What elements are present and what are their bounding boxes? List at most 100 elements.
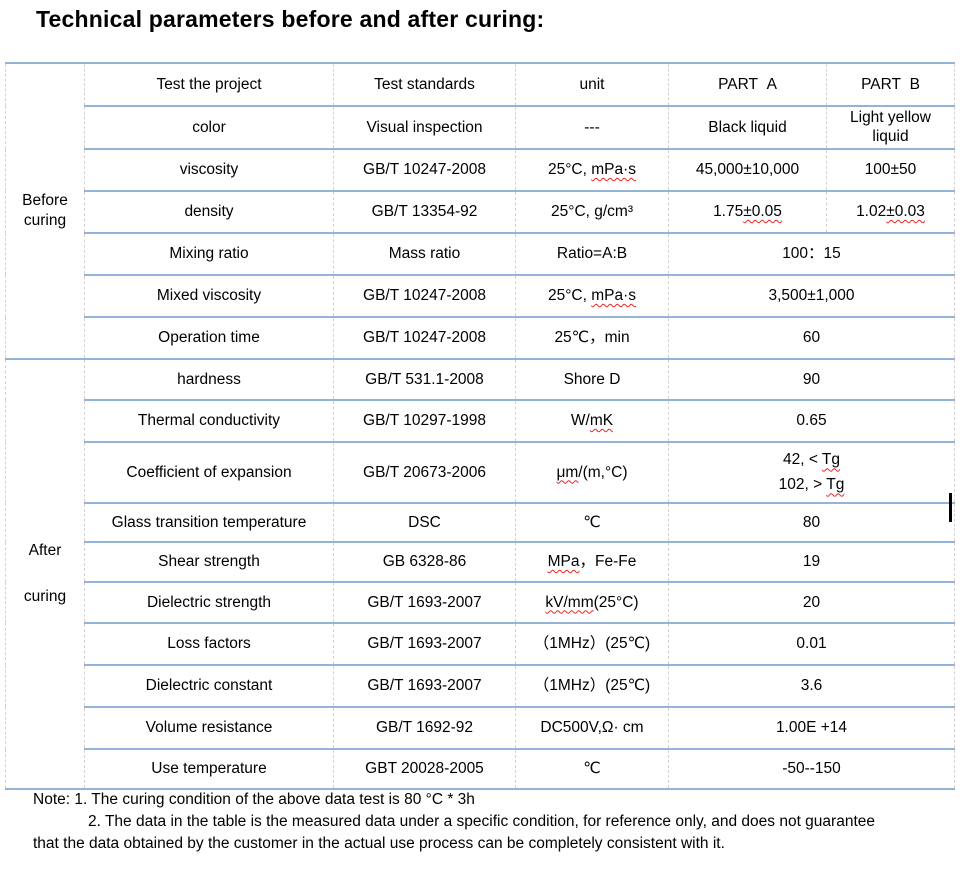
cell-unit: DC500V,Ω· cm (515, 705, 669, 749)
cell-test-project: Coefficient of expansion (84, 440, 334, 503)
cell-test-project: Volume resistance (84, 705, 334, 749)
cell-test-project: color (84, 105, 334, 149)
cell-merged-value: 20 (668, 580, 955, 623)
cell-merged-value: 90 (668, 357, 955, 400)
cell-merged-value: 3,500±1,000 (668, 273, 955, 317)
table-row: Glass transition temperature DSC ℃ 80 (6, 501, 955, 542)
cell-test-standard: GB/T 10297-1998 (333, 398, 516, 442)
cell-test-standard: GB/T 1693-2007 (333, 663, 516, 707)
cell-test-standard: GB/T 531.1-2008 (333, 357, 516, 400)
table-row: Mixed viscosity GB/T 10247-2008 25°C, mPa·… (6, 273, 955, 317)
text-cursor (949, 493, 952, 522)
spellcheck-underline-text: mPa·s (591, 161, 637, 179)
cell-unit: 25℃，min (515, 315, 669, 359)
cell-merged-value: 19 (668, 540, 955, 582)
text-segment: Black liquid (708, 118, 787, 136)
cell-merged-value: 0.65 (668, 398, 955, 442)
table-row: Mixing ratio Mass ratio Ratio=A:B 100：15 (6, 231, 955, 275)
cell-test-standard: GB/T 10247-2008 (333, 147, 516, 191)
parameters-table-container: Before curing Test the project Test standar… (5, 62, 955, 790)
spellcheck-underline-text: mPa·s (591, 287, 637, 305)
text-segment: 0.01 (796, 635, 827, 653)
cell-unit: ℃ (515, 501, 669, 542)
cell-unit: μm/(m,°C) (515, 440, 669, 503)
text-segment: 42, < (782, 451, 822, 469)
cell-unit: Shore D (515, 357, 669, 400)
table-row: After curing hardness GB/T 531.1-2008 Shore … (5, 357, 955, 789)
table-row: Operation time GB/T 10247-2008 25℃，min 60 (6, 315, 955, 359)
text-segment: 3,500±1,000 (768, 287, 855, 305)
cell-test-project: Glass transition temperature (84, 501, 334, 542)
table-row: Dielectric constant GB/T 1693-2007 （1MHz）(… (6, 663, 955, 707)
cell-test-project: Dielectric constant (84, 663, 334, 707)
spellcheck-underline-text: Tg (826, 476, 845, 494)
table-row: viscosity GB/T 10247-2008 25°C, mPa·s 45,00… (6, 147, 955, 191)
spellcheck-underline-text: Tg (821, 451, 841, 469)
cell-part-a-value: 45,000±10,000 (668, 147, 827, 191)
cell-merged-value: 0.01 (668, 621, 955, 665)
text-segment: 102, > (778, 476, 827, 494)
cell-unit: 25°C, mPa·s (515, 273, 669, 317)
parameters-table: Before curing Test the project Test standar… (5, 62, 955, 790)
text-segment: 25°C, g/cm³ (551, 203, 633, 221)
spellcheck-underline-text: μm (556, 463, 579, 481)
header-cell-unit: unit (515, 62, 669, 106)
row-group-label-after-curing: After curing (5, 357, 85, 789)
cell-test-standard: DSC (333, 501, 516, 542)
cell-test-standard: GB/T 20673-2006 (333, 440, 516, 503)
spellcheck-underline-text: ±0.05 (743, 203, 782, 221)
cell-unit: Ratio=A:B (515, 231, 669, 275)
text-segment: 100：15 (782, 245, 841, 263)
text-segment: ℃ (583, 760, 601, 778)
text-segment: 19 (802, 553, 821, 571)
text-segment: （1MHz）(25℃) (533, 677, 651, 695)
cell-test-project: Dielectric strength (84, 580, 334, 623)
cell-test-standard: GB/T 10247-2008 (333, 315, 516, 359)
label-line: After (28, 542, 62, 560)
cell-test-standard: GB/T 10247-2008 (333, 273, 516, 317)
text-segment: 25°C, (547, 287, 592, 305)
cell-merged-value: 3.6 (668, 663, 955, 707)
cell-test-standard: Visual inspection (333, 105, 516, 149)
label-lines: Before curing (9, 191, 81, 231)
header-cell-test-the-project: Test the project (84, 62, 334, 106)
cell-test-project: Thermal conductivity (84, 398, 334, 442)
note-line-3: that the data obtained by the customer i… (33, 835, 725, 852)
value-line: 42, < Tg (672, 447, 951, 472)
label-lines: After curing (9, 541, 81, 606)
text-segment: 90 (802, 370, 821, 388)
text-segment: Ratio=A:B (556, 245, 628, 263)
page-title: Technical parameters before and after cu… (36, 6, 545, 32)
cell-unit: --- (515, 105, 669, 149)
text-segment: 60 (802, 329, 821, 347)
spellcheck-underline-text: ±0.03 (886, 203, 925, 221)
spellcheck-underline-text: MPa (547, 553, 580, 571)
cell-part-b-value: 100±50 (826, 147, 955, 191)
cell-merged-value: -50--150 (668, 747, 955, 789)
cell-test-project: Mixed viscosity (84, 273, 334, 317)
text-segment: DC500V,Ω· cm (540, 719, 644, 737)
cell-part-a-value: Black liquid (668, 105, 827, 149)
cell-test-project: Mixing ratio (84, 231, 334, 275)
text-segment: 45,000±10,000 (695, 161, 800, 179)
cell-test-project: viscosity (84, 147, 334, 191)
text-segment: ℃ (583, 513, 601, 531)
table-row: Thermal conductivity GB/T 10297-1998 W/mK 0… (6, 398, 955, 442)
text-segment: 1.02 (856, 203, 887, 221)
table-header-row: Before curing Test the project Test standar… (5, 62, 955, 359)
cell-unit: （1MHz）(25℃) (515, 621, 669, 665)
text-segment: 25℃，min (554, 329, 630, 347)
table-row: Shear strength GB 6328-86 MPa，Fe-Fe 19 (6, 540, 955, 582)
cell-test-project: Shear strength (84, 540, 334, 582)
text-segment: 80 (802, 513, 821, 531)
cell-unit: 25°C, g/cm³ (515, 189, 669, 233)
cell-unit: W/mK (515, 398, 669, 442)
text-segment: 1.75 (713, 203, 744, 221)
text-segment: 25°C, (547, 161, 592, 179)
text-segment: 0.65 (796, 412, 827, 430)
header-cell-test-standards: Test standards (333, 62, 516, 106)
header-cell-part-a: PART A (668, 62, 827, 106)
cell-merged-value: 60 (668, 315, 955, 359)
cell-unit: （1MHz）(25℃) (515, 663, 669, 707)
